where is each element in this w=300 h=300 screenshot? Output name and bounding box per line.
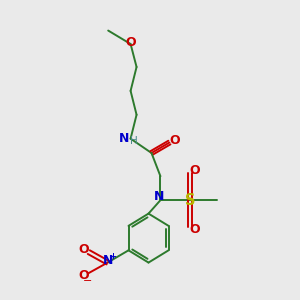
Text: N: N — [154, 190, 164, 203]
Text: O: O — [190, 223, 200, 236]
Text: N: N — [119, 132, 129, 145]
Text: O: O — [169, 134, 180, 147]
Text: S: S — [185, 193, 196, 208]
Text: −: − — [82, 276, 92, 286]
Text: O: O — [78, 243, 89, 256]
Text: O: O — [125, 36, 136, 49]
Text: O: O — [190, 164, 200, 177]
Text: +: + — [110, 251, 116, 260]
Text: O: O — [78, 269, 89, 282]
Text: H: H — [130, 136, 137, 146]
Text: N: N — [102, 254, 113, 267]
